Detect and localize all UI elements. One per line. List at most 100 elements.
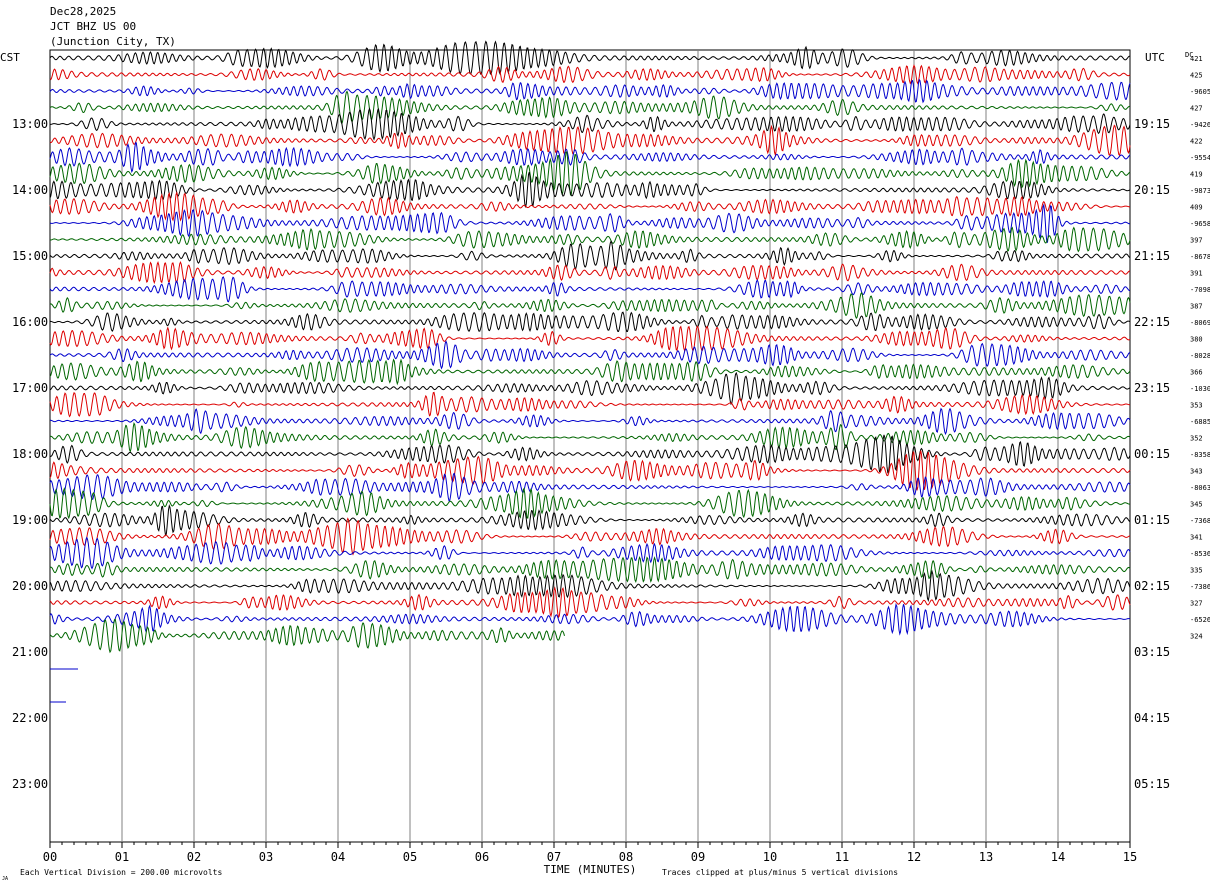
cst-hour-label: 22:00 <box>12 711 48 725</box>
dc-label: DC <box>1185 51 1193 59</box>
utc-hour-label: 00:15 <box>1134 447 1170 461</box>
dc-offset-label: 425 <box>1190 72 1203 80</box>
seismic-trace <box>49 358 1131 386</box>
x-tick-label: 05 <box>403 850 417 864</box>
utc-hour-label: 22:15 <box>1134 315 1170 329</box>
seismic-trace <box>49 40 1131 76</box>
cst-hour-label: 21:00 <box>12 645 48 659</box>
dc-offset-label: 391 <box>1190 270 1203 278</box>
header-date: Dec28,2025 <box>50 5 117 18</box>
cst-hour-label: 16:00 <box>12 315 48 329</box>
seismic-trace <box>49 555 1131 583</box>
utc-zone-label: UTC <box>1145 51 1165 64</box>
dc-offset-label: -6885 <box>1190 418 1210 426</box>
x-tick-label: 04 <box>331 850 345 864</box>
seismic-trace <box>49 190 1131 222</box>
seismic-trace <box>49 450 1131 491</box>
seismic-trace <box>49 311 1131 333</box>
seismic-trace <box>49 90 1131 125</box>
seismic-trace <box>49 276 1131 303</box>
seismic-trace <box>49 421 1131 454</box>
cst-hour-label: 13:00 <box>12 117 48 131</box>
utc-hour-label: 19:15 <box>1134 117 1170 131</box>
x-tick-label: 00 <box>43 850 57 864</box>
dc-offset-label: 397 <box>1190 237 1203 245</box>
seismic-trace <box>49 536 1131 570</box>
seismic-trace <box>49 124 1131 157</box>
dc-offset-label: -10300 <box>1190 385 1210 393</box>
dc-offset-label: 427 <box>1190 105 1203 113</box>
seismic-trace <box>49 171 1131 208</box>
cst-hour-label: 17:00 <box>12 381 48 395</box>
seismic-trace <box>49 151 1131 196</box>
dc-offset-label: -6526 <box>1190 616 1210 624</box>
dc-offset-label: -9873 <box>1190 187 1210 195</box>
x-tick-label: 09 <box>691 850 705 864</box>
cst-hour-label: 23:00 <box>12 777 48 791</box>
cst-hour-label: 15:00 <box>12 249 48 263</box>
dc-offset-label: 345 <box>1190 501 1203 509</box>
dc-offset-label: -9605 <box>1190 88 1210 96</box>
seismic-trace <box>49 78 1131 104</box>
seismic-trace <box>49 240 1131 271</box>
dc-offset-label: -7386 <box>1190 583 1210 591</box>
seismic-trace <box>49 586 1131 619</box>
seismic-trace <box>49 618 565 654</box>
seismic-trace <box>49 569 1131 602</box>
x-tick-label: 08 <box>619 850 633 864</box>
dc-offset-label: 335 <box>1190 567 1203 575</box>
dc-offset-label: -8358 <box>1190 451 1210 459</box>
seismic-trace <box>49 407 1131 436</box>
dc-offset-label: -9554 <box>1190 154 1210 162</box>
x-tick-label: 10 <box>763 850 777 864</box>
seismic-trace <box>49 603 1131 636</box>
cst-hour-label: 14:00 <box>12 183 48 197</box>
x-axis-title: TIME (MINUTES) <box>544 863 637 876</box>
x-tick-label: 06 <box>475 850 489 864</box>
dc-offset-label: -9426 <box>1190 121 1210 129</box>
dc-offset-label: 353 <box>1190 402 1203 410</box>
dc-offset-label: 341 <box>1190 534 1203 542</box>
scale-note: Each Vertical Division = 200.00 microvol… <box>20 868 222 877</box>
header-location: (Junction City, TX) <box>50 35 176 48</box>
utc-hour-label: 20:15 <box>1134 183 1170 197</box>
x-tick-label: 01 <box>115 850 129 864</box>
utc-hour-label: 01:15 <box>1134 513 1170 527</box>
seismic-trace <box>49 434 1131 474</box>
seismic-trace <box>49 261 1131 285</box>
seismic-trace <box>49 391 1131 418</box>
dc-offset-label: -7368 <box>1190 517 1210 525</box>
dc-offset-label: 409 <box>1190 204 1203 212</box>
dc-offset-label: 352 <box>1190 435 1203 443</box>
plot-frame <box>49 49 1131 843</box>
x-tick-label: 03 <box>259 850 273 864</box>
dc-offset-label: -8069 <box>1190 319 1210 327</box>
seismic-trace <box>49 504 1131 537</box>
seismic-trace <box>49 64 1131 85</box>
header-station: JCT BHZ US 00 <box>50 20 137 33</box>
seismic-trace <box>49 472 1131 502</box>
traces-group <box>49 40 1131 654</box>
clip-note: Traces clipped at plus/minus 5 vertical … <box>662 868 898 877</box>
x-tick-label: 07 <box>547 850 561 864</box>
utc-hour-label: 03:15 <box>1134 645 1170 659</box>
seismic-trace <box>50 226 1131 253</box>
x-tick-label: 11 <box>835 850 849 864</box>
utc-hour-label: 04:15 <box>1134 711 1170 725</box>
dc-offset-label: 343 <box>1190 468 1203 476</box>
dc-offset-label: -9658 <box>1190 220 1210 228</box>
dc-offset-label: 387 <box>1190 303 1203 311</box>
x-tick-label: 15 <box>1123 850 1137 864</box>
dc-offset-label: 366 <box>1190 369 1203 377</box>
seismic-trace <box>49 203 1131 244</box>
utc-hour-label: 05:15 <box>1134 777 1170 791</box>
corner-mark: JA <box>2 876 8 882</box>
dc-offset-label: -7098 <box>1190 286 1210 294</box>
dc-offset-label: -8028 <box>1190 352 1210 360</box>
dc-offset-label: 327 <box>1190 600 1203 608</box>
utc-hour-label: 21:15 <box>1134 249 1170 263</box>
seismic-trace <box>49 371 1131 405</box>
dc-offset-label: 380 <box>1190 336 1203 344</box>
cst-hour-label: 18:00 <box>12 447 48 461</box>
seismic-trace <box>49 325 1131 352</box>
